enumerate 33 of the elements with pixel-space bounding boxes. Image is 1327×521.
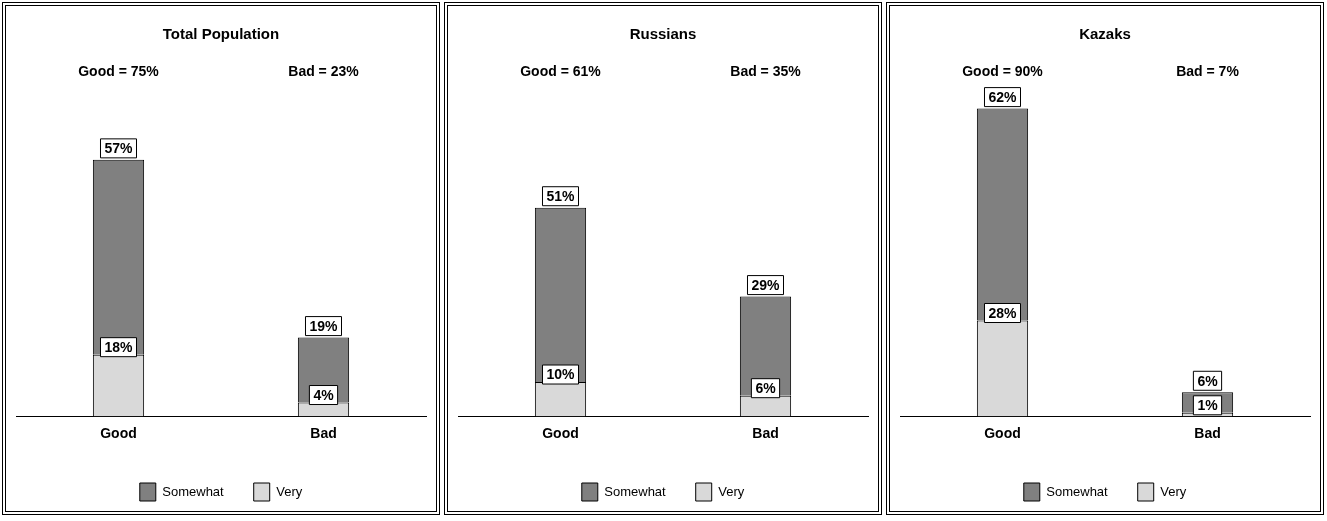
text: Bad = 23%	[288, 62, 360, 79]
text: Bad = 7%	[1176, 62, 1240, 79]
text: Good = 61%	[520, 62, 602, 79]
text: Good = 90%	[962, 62, 1044, 79]
text: Bad = 35%	[730, 62, 802, 79]
legend-label: Somewhat	[1046, 483, 1109, 499]
legend-label: Somewhat	[604, 483, 667, 499]
data-label: 4%	[313, 386, 335, 403]
data-label: 18%	[104, 339, 134, 356]
legend-label: Very	[718, 483, 745, 499]
x-tick-label: Good	[100, 425, 137, 442]
data-label: 6%	[1197, 372, 1219, 389]
x-tick-label: Good	[984, 425, 1021, 442]
legend-label: Very	[276, 483, 303, 499]
data-label: 62%	[988, 88, 1018, 105]
data-label: 28%	[988, 304, 1018, 321]
chart-title: Kazaks	[1079, 25, 1131, 43]
x-tick-label: Bad	[310, 425, 337, 442]
data-label: 6%	[755, 380, 777, 397]
data-label: 57%	[104, 140, 134, 157]
x-tick-label: Bad	[752, 425, 779, 442]
data-label: 29%	[751, 276, 781, 293]
legend-label: Somewhat	[162, 483, 225, 499]
chart-title: Russians	[629, 25, 697, 43]
x-tick-label: Bad	[1194, 425, 1221, 442]
data-label: 19%	[309, 317, 339, 334]
x-tick-label: Good	[542, 425, 579, 442]
data-label: 51%	[546, 188, 576, 205]
data-label: 1%	[1197, 397, 1219, 414]
chart-title: Total Population	[162, 25, 280, 43]
legend-label: Very	[1160, 483, 1187, 499]
text: Good = 75%	[78, 62, 160, 79]
data-label: 10%	[546, 366, 576, 383]
